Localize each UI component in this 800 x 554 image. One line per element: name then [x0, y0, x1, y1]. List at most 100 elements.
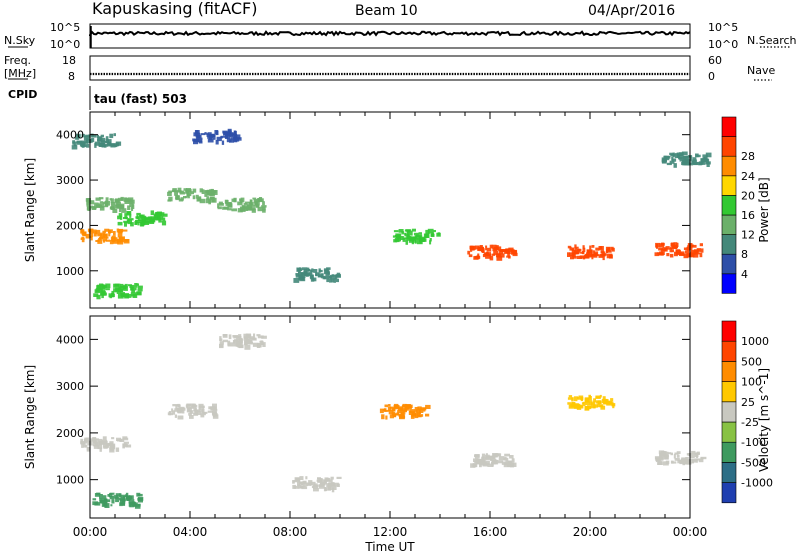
echo-cell-1-1 [212, 414, 219, 419]
echo-cell-1-2 [234, 339, 240, 342]
echo-cell-1-7 [601, 398, 608, 403]
echo-cell-1-2 [262, 342, 266, 347]
echo-cell-0-11 [574, 244, 577, 249]
echo-cell-1-7 [577, 396, 580, 400]
echo-cell-0-8 [125, 293, 130, 298]
echo-cell-1-7 [583, 401, 586, 406]
echo-cell-0-8 [134, 283, 138, 288]
echo-cell-0-0 [83, 144, 86, 147]
echo-cell-1-0 [97, 444, 103, 450]
echo-cell-0-6 [220, 135, 226, 138]
echo-cell-0-6 [233, 137, 238, 143]
echo-cell-0-7 [312, 277, 317, 282]
echo-cell-1-5 [385, 409, 389, 412]
echo-cell-0-11 [569, 247, 572, 251]
echo-cell-0-13 [698, 161, 703, 166]
echo-cell-1-5 [388, 404, 391, 407]
echo-cell-0-10 [497, 253, 500, 258]
echo-cell-1-2 [245, 338, 250, 344]
echo-cell-0-1 [104, 201, 110, 206]
echo-cell-0-7 [325, 270, 329, 274]
echo-cell-0-13 [705, 152, 712, 158]
echo-cell-0-4 [183, 196, 186, 199]
echo-cell-0-7 [310, 278, 315, 282]
noise-sky-label: N.Sky [4, 34, 36, 47]
echo-cell-0-8 [131, 289, 135, 293]
echo-cell-0-9 [414, 239, 417, 244]
velocity-axis-ticks: 1000 2000 3000 4000 [56, 316, 691, 518]
power-colorbar: 4 8 12 16 20 24 28 [721, 116, 755, 294]
echo-cell-0-5 [246, 207, 252, 210]
echo-cell-1-3 [113, 495, 119, 499]
echo-cell-0-4 [168, 190, 172, 193]
echo-cell-1-5 [418, 409, 421, 415]
echo-cell-1-6 [482, 463, 488, 467]
echo-cell-0-1 [99, 205, 104, 208]
noise-strip: N.Sky 10^5 10^0 10^5 10^0 N.Search [4, 21, 797, 51]
echo-cell-1-3 [94, 493, 100, 497]
echo-cell-1-7 [573, 399, 578, 402]
echo-cell-0-3 [124, 213, 128, 218]
echo-cell-1-6 [481, 456, 485, 462]
echo-cell-0-10 [499, 249, 506, 252]
echo-cell-1-6 [505, 460, 512, 466]
colorbar-segment [721, 482, 737, 504]
echo-cell-0-1 [131, 204, 135, 209]
echo-cell-0-4 [174, 191, 178, 196]
velocity-panel: 1000 2000 3000 4000 Slant Range [km] 1000 50… [23, 315, 773, 519]
echo-cell-1-2 [247, 334, 252, 338]
echo-cell-0-8 [129, 284, 135, 288]
echo-cell-1-7 [581, 402, 585, 405]
echo-cell-0-2 [108, 229, 113, 233]
echo-cell-0-11 [599, 246, 602, 250]
echo-cell-0-7 [323, 268, 329, 271]
echo-cell-1-2 [257, 343, 261, 346]
echo-cell-1-6 [474, 454, 480, 459]
echo-cell-1-7 [567, 397, 574, 400]
echo-cell-1-5 [425, 404, 431, 409]
echo-cell-0-6 [199, 137, 203, 141]
echo-cell-0-6 [221, 140, 225, 145]
echo-cell-1-5 [405, 404, 411, 408]
echo-cell-0-0 [81, 133, 85, 138]
echo-cell-1-0 [90, 438, 94, 442]
echo-cell-0-3 [137, 216, 141, 221]
echo-cell-0-3 [150, 210, 154, 216]
echo-cell-0-10 [477, 248, 480, 251]
echo-cell-1-0 [122, 443, 125, 449]
echo-cell-1-7 [585, 401, 590, 406]
echo-cell-0-10 [495, 245, 499, 250]
echo-cell-0-13 [692, 159, 697, 163]
echo-cell-1-6 [485, 460, 490, 465]
colorbar-tick-label: 8 [741, 248, 748, 261]
echo-cell-1-1 [172, 410, 176, 415]
x-tick-label: 00:00 [673, 525, 708, 539]
echo-cell-0-9 [413, 236, 417, 239]
echo-cell-0-7 [336, 272, 341, 278]
echo-cell-0-7 [318, 269, 323, 273]
echo-cell-1-1 [212, 411, 217, 416]
echo-cell-1-6 [487, 463, 494, 467]
echo-cell-0-1 [120, 205, 124, 210]
echo-cell-0-13 [661, 158, 667, 164]
echo-cell-1-6 [481, 461, 487, 465]
echo-cell-0-7 [326, 278, 329, 283]
echo-cell-0-2 [95, 229, 101, 235]
echo-cell-0-2 [90, 235, 93, 241]
echo-cell-1-3 [137, 498, 143, 501]
echo-cell-1-0 [102, 436, 107, 441]
echo-cell-1-1 [192, 403, 197, 408]
echo-cell-1-8 [673, 454, 676, 459]
echo-cell-1-1 [174, 408, 180, 412]
echo-cell-0-8 [105, 283, 111, 289]
echo-cell-1-2 [228, 334, 232, 340]
echo-cell-0-12 [661, 242, 665, 246]
echo-cell-0-7 [304, 273, 311, 277]
echo-cell-0-0 [94, 141, 100, 146]
echo-cell-0-7 [297, 268, 303, 272]
echo-cell-0-5 [250, 204, 256, 207]
echo-cell-1-1 [198, 403, 204, 408]
echo-cell-0-1 [96, 204, 103, 207]
echo-cell-0-13 [663, 155, 670, 161]
echo-cell-1-8 [684, 459, 690, 464]
